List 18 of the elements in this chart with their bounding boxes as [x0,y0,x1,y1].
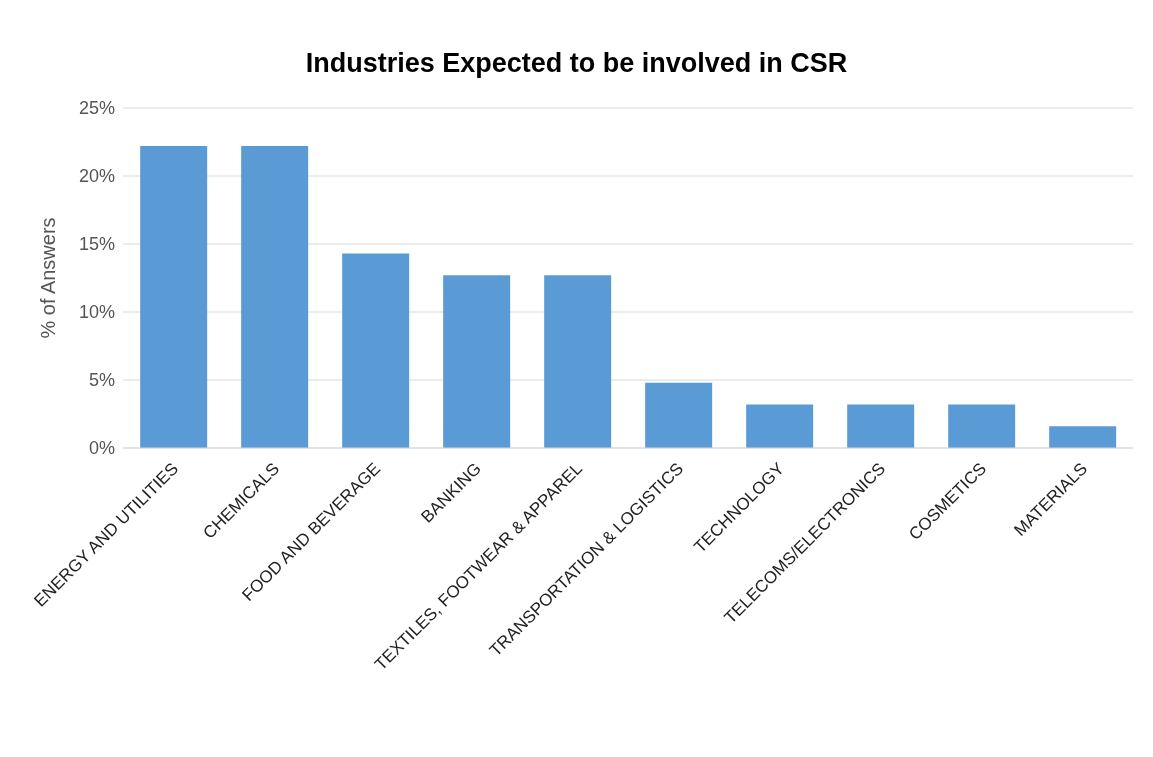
bar [746,404,814,448]
chart-title: Industries Expected to be involved in CSR [304,47,849,80]
bar [140,146,208,448]
y-tick-label: 20% [78,166,115,187]
bar [544,275,612,448]
y-axis-title: % of Answers [37,217,60,339]
bar [847,404,915,448]
bar [645,382,713,448]
bar [241,146,309,448]
y-tick-label: 5% [88,370,115,391]
y-tick-label: 0% [88,438,115,459]
bar [948,404,1016,448]
bar [342,253,410,448]
bar [1049,426,1117,448]
y-tick-label: 10% [78,302,115,323]
y-tick-label: 15% [78,234,115,255]
y-tick-label: 25% [78,98,115,119]
bar [443,275,511,448]
